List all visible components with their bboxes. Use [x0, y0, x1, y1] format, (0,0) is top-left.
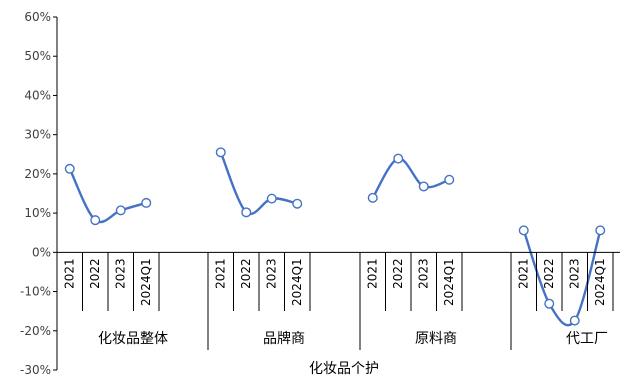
data-point — [444, 174, 455, 185]
data-point — [418, 181, 429, 192]
x-category-label: 2023 — [568, 258, 582, 289]
data-point — [115, 205, 126, 216]
x-category-label: 2021 — [63, 258, 77, 289]
x-category-label: 2024Q1 — [139, 258, 153, 306]
y-tick-label: 50% — [24, 49, 51, 63]
x-category-label: 2022 — [542, 258, 556, 289]
y-axis: 60% 50% 40% 30% 20% 10% 0% -10% -20% -30% — [20, 10, 58, 377]
data-point — [544, 298, 555, 309]
series-line — [68, 168, 147, 224]
y-tick-label: 60% — [24, 10, 51, 24]
y-tick-label: 10% — [24, 206, 51, 220]
y-tick-label: 30% — [24, 128, 51, 142]
data-point — [141, 197, 152, 208]
data-point — [518, 225, 529, 236]
x-category-label: 2024Q1 — [290, 258, 304, 306]
x-category-label: 2024Q1 — [593, 258, 607, 306]
series-line — [219, 151, 298, 216]
x-group-label: 代工厂 — [566, 331, 608, 347]
series-line — [522, 230, 602, 327]
x-group-label: 品牌商 — [263, 330, 305, 347]
data-point — [241, 207, 252, 218]
x-category-label: 2022 — [391, 258, 405, 289]
data-point — [393, 153, 404, 164]
y-tick-label: -10% — [20, 285, 51, 299]
data-point — [90, 215, 101, 226]
y-tick-label: -20% — [20, 324, 51, 338]
x-category-label: 2021 — [214, 258, 228, 289]
data-point — [64, 163, 75, 174]
data-point — [266, 193, 277, 204]
series-line — [371, 157, 450, 199]
x-category-label: 2023 — [417, 258, 431, 289]
x-group-label: 原料商 — [415, 331, 457, 347]
x-group-label: 化妆品整体 — [98, 331, 168, 347]
data-point — [215, 147, 226, 158]
y-tick-label: 20% — [24, 167, 51, 181]
x-category-label: 2022 — [239, 258, 253, 289]
y-tick-label: 0% — [32, 245, 51, 259]
data-point — [595, 225, 606, 236]
x-axis-title: 化妆品个护 — [309, 361, 379, 377]
x-category-label: 2023 — [265, 258, 279, 289]
y-tick-label: 40% — [24, 88, 51, 102]
data-point — [292, 198, 303, 209]
x-category-label: 2024Q1 — [442, 258, 456, 306]
x-category-label: 2022 — [88, 258, 102, 289]
series-lines — [64, 147, 606, 327]
x-category-label: 2023 — [114, 258, 128, 289]
x-category-label: 2021 — [517, 258, 531, 289]
data-point — [569, 315, 580, 326]
x-category-label: 2021 — [366, 258, 380, 289]
y-tick-label: -30% — [20, 363, 51, 377]
data-point — [367, 192, 378, 203]
x-axis: 2021 2022 2023 2024Q1 化妆品整体 2021 2022 2023 2024Q… — [57, 251, 620, 350]
